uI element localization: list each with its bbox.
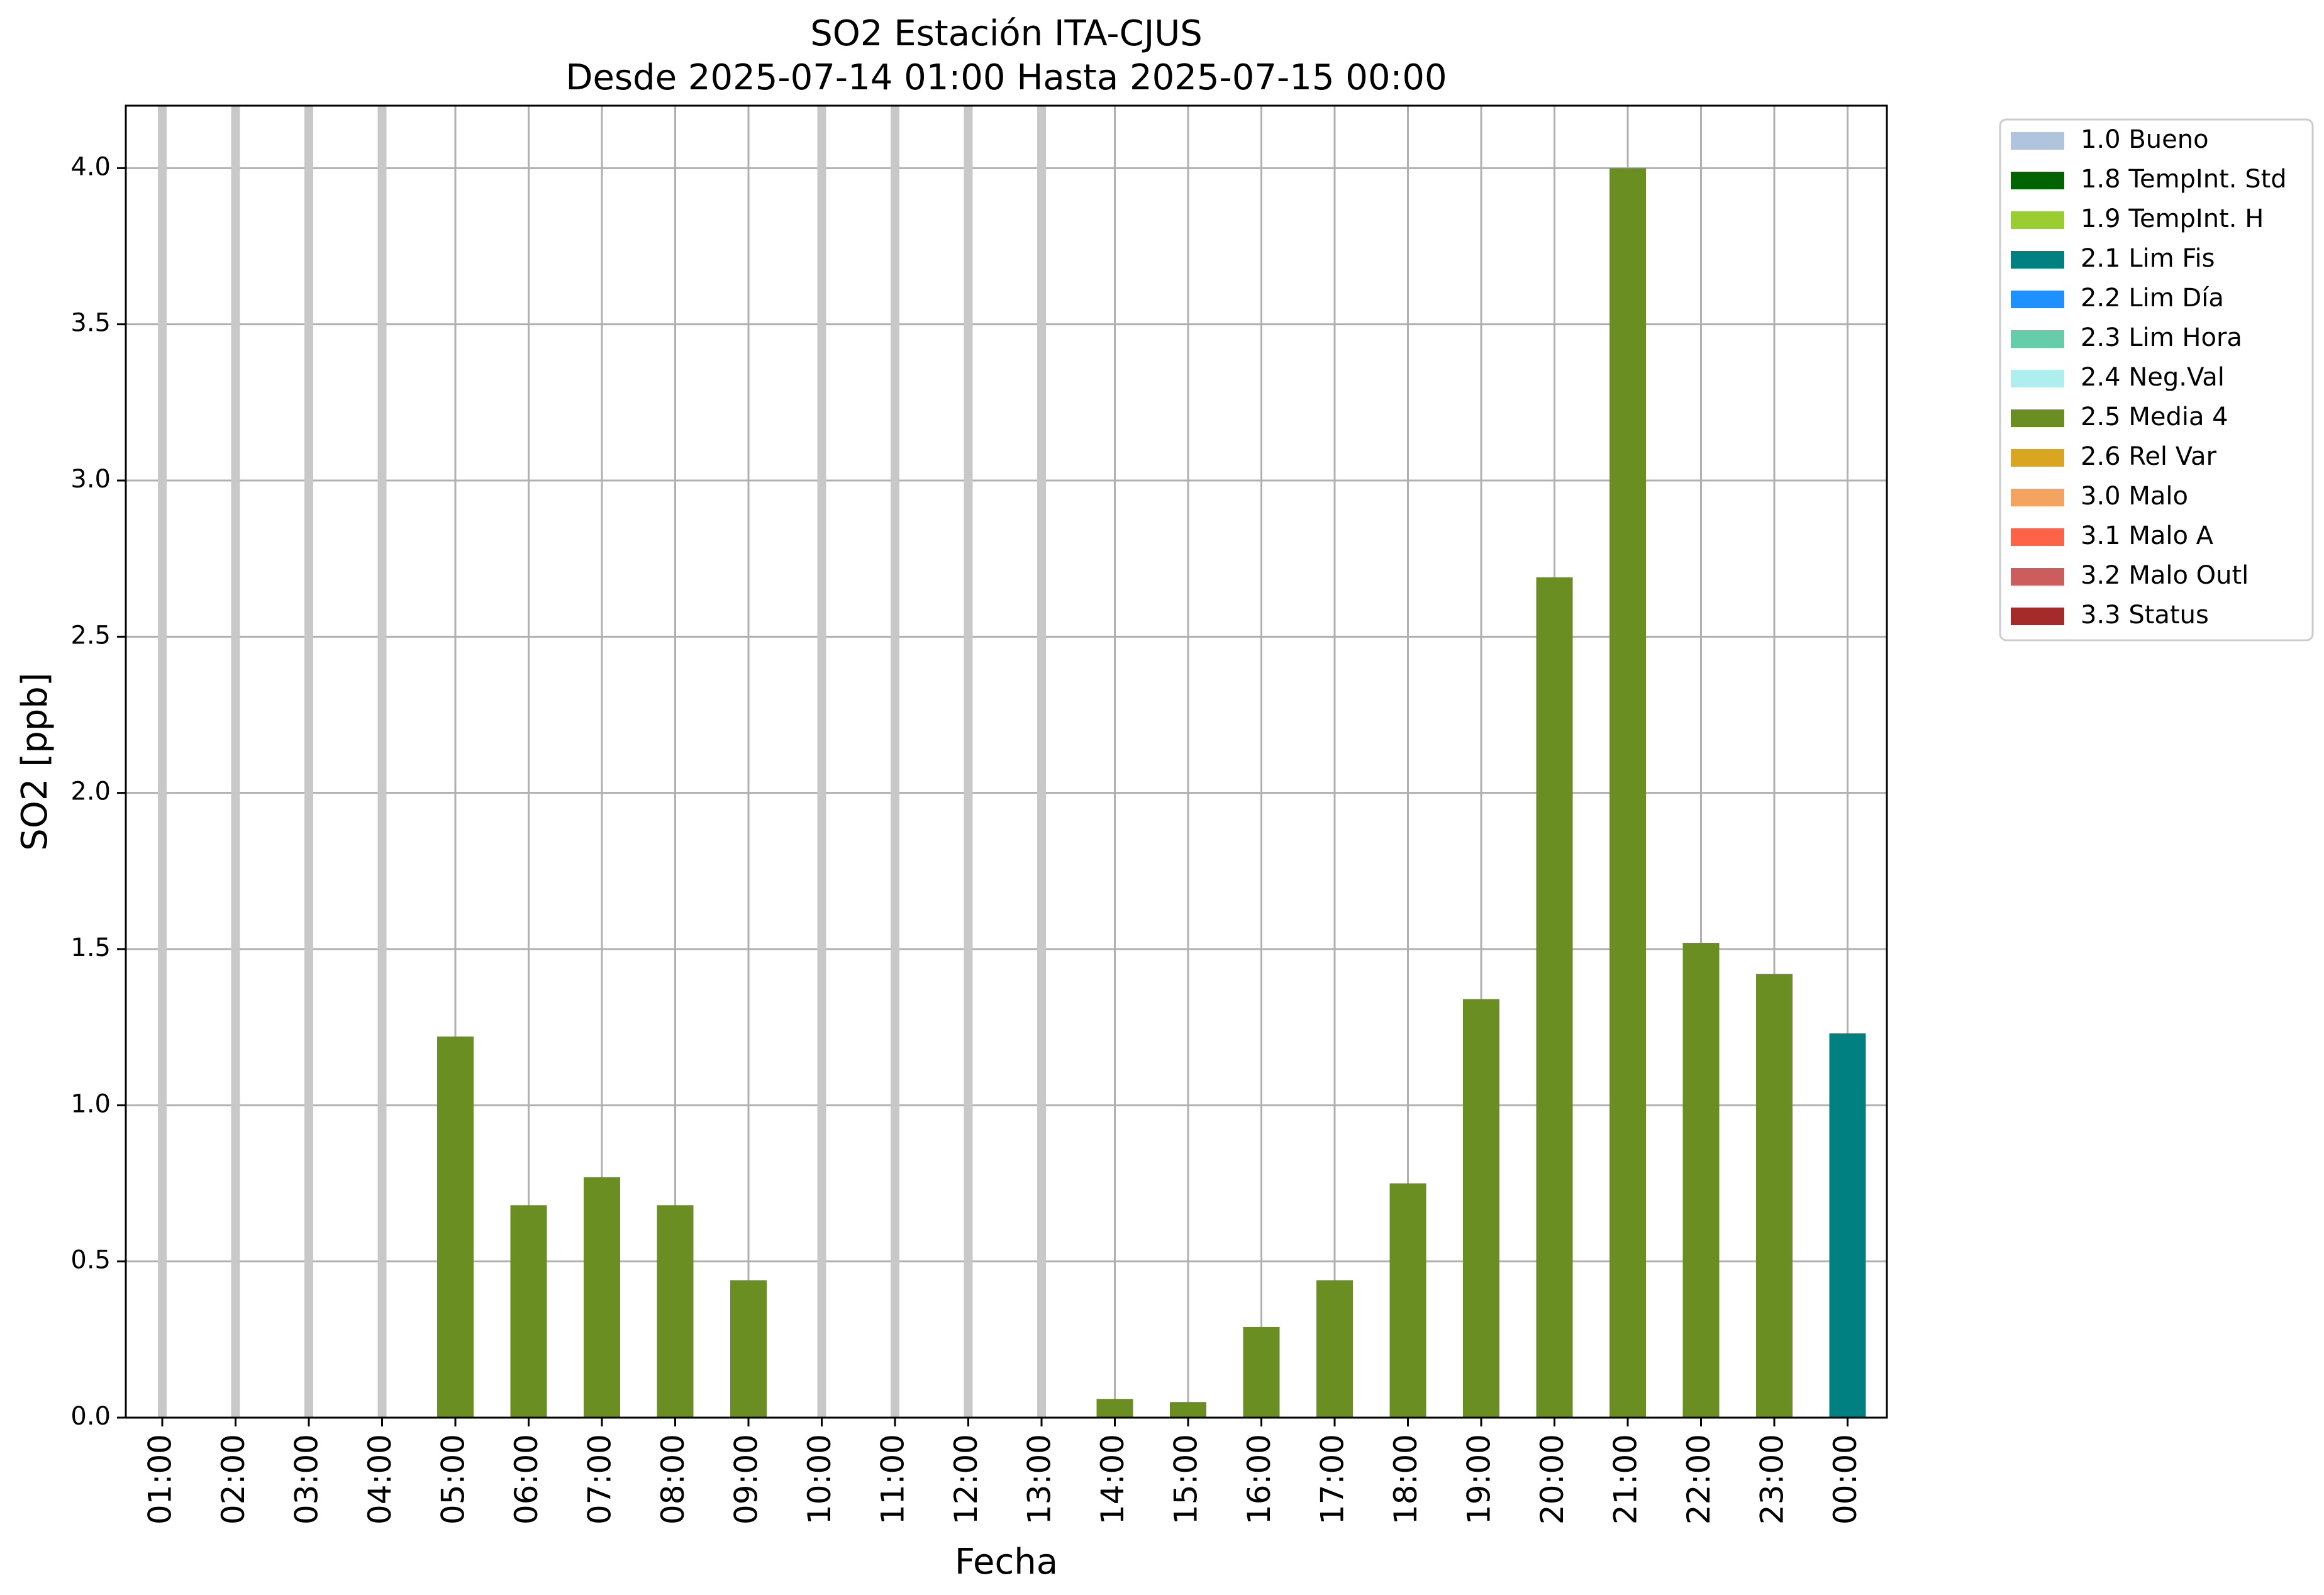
- x-tick-label: 09:00: [728, 1434, 765, 1525]
- legend-label: 2.3 Lim Hora: [2081, 323, 2242, 352]
- missing-data-marker: [231, 106, 240, 1418]
- legend-label: 2.5 Media 4: [2081, 403, 2228, 431]
- x-tick-label: 06:00: [508, 1434, 545, 1525]
- missing-data-marker: [304, 106, 313, 1418]
- y-axis-ticks: 0.0 0.5 1.0 1.5 2.0 2.5 3.0 3.5 4.0: [70, 152, 126, 1431]
- y-tick-label: 0.5: [70, 1246, 111, 1275]
- x-tick-label: 05:00: [435, 1434, 472, 1525]
- bar: [730, 1280, 767, 1418]
- bar: [1756, 974, 1793, 1418]
- bar: [1829, 1033, 1866, 1418]
- x-tick-label: 00:00: [1827, 1434, 1864, 1525]
- missing-data-marker: [891, 106, 899, 1418]
- x-tick-label: 13:00: [1021, 1434, 1058, 1525]
- missing-data-marker: [1037, 106, 1046, 1418]
- legend-label: 3.1 Malo A: [2081, 521, 2214, 550]
- missing-data-marker: [817, 106, 826, 1418]
- y-tick-label: 0.0: [70, 1402, 111, 1431]
- x-tick-label: 04:00: [362, 1434, 398, 1525]
- x-tick-label: 20:00: [1534, 1434, 1571, 1525]
- bar: [510, 1205, 547, 1418]
- bars: [437, 168, 1866, 1418]
- legend-label: 3.0 Malo: [2081, 482, 2188, 511]
- bar: [1170, 1402, 1206, 1418]
- legend-swatch: [2011, 291, 2064, 308]
- legend-swatch: [2011, 132, 2064, 150]
- chart-subtitle: Desde 2025-07-14 01:00 Hasta 2025-07-15 …: [565, 57, 1447, 98]
- bar: [437, 1036, 474, 1418]
- x-tick-label: 19:00: [1461, 1434, 1498, 1525]
- legend-swatch: [2011, 489, 2064, 506]
- bar: [1463, 999, 1499, 1418]
- legend-swatch: [2011, 449, 2064, 467]
- bar: [1389, 1183, 1426, 1418]
- y-tick-label: 3.5: [70, 309, 111, 338]
- x-tick-label: 18:00: [1387, 1434, 1424, 1525]
- x-tick-label: 02:00: [215, 1434, 252, 1525]
- missing-data-markers: [158, 106, 1046, 1418]
- missing-data-marker: [964, 106, 973, 1418]
- legend-swatch: [2011, 172, 2064, 189]
- legend-label: 1.8 TempInt. Std: [2081, 165, 2287, 194]
- bar: [1096, 1399, 1133, 1418]
- x-tick-label: 08:00: [655, 1434, 691, 1525]
- y-tick-label: 2.0: [70, 777, 111, 806]
- x-tick-label: 16:00: [1241, 1434, 1277, 1525]
- y-tick-label: 4.0: [70, 152, 111, 181]
- bar: [1243, 1326, 1280, 1418]
- plot-frame: [125, 104, 1888, 1419]
- legend-label: 2.2 Lim Día: [2081, 284, 2224, 313]
- legend-swatch: [2011, 528, 2064, 546]
- bar: [1536, 577, 1573, 1418]
- legend-label: 2.4 Neg.Val: [2081, 363, 2225, 392]
- x-axis-ticks: 01:00 02:00 03:00 04:00 05:00 06:00 07:00 08:00…: [142, 1418, 1864, 1525]
- x-tick-label: 10:00: [801, 1434, 838, 1525]
- legend-label: 1.9 TempInt. H: [2081, 204, 2264, 233]
- y-tick-label: 3.0: [70, 465, 111, 494]
- legend-swatch: [2011, 211, 2064, 229]
- x-tick-label: 21:00: [1608, 1434, 1644, 1525]
- legend-label: 2.1 Lim Fis: [2081, 244, 2215, 273]
- x-tick-label: 23:00: [1754, 1434, 1791, 1525]
- x-tick-label: 01:00: [142, 1434, 179, 1525]
- legend-label: 3.3 Status: [2081, 601, 2209, 630]
- legend-swatch: [2011, 608, 2064, 625]
- bar: [584, 1177, 620, 1418]
- bar: [1610, 168, 1646, 1418]
- legend-box: [1999, 118, 2314, 642]
- x-tick-label: 15:00: [1168, 1434, 1204, 1525]
- x-axis-label: Fecha: [955, 1542, 1058, 1582]
- x-tick-label: 22:00: [1681, 1434, 1717, 1525]
- x-tick-label: 07:00: [582, 1434, 618, 1525]
- y-tick-label: 1.0: [70, 1089, 111, 1118]
- x-tick-label: 11:00: [875, 1434, 911, 1525]
- legend: 1.0 Bueno 1.8 TempInt. Std 1.9 TempInt. H 2…: [1999, 118, 2314, 642]
- legend-swatch: [2011, 330, 2064, 348]
- x-tick-label: 14:00: [1094, 1434, 1131, 1525]
- legend-label: 1.0 Bueno: [2081, 125, 2209, 154]
- x-tick-label: 17:00: [1315, 1434, 1351, 1525]
- bar: [657, 1205, 694, 1418]
- x-tick-label: 12:00: [948, 1434, 984, 1525]
- bar: [1682, 943, 1720, 1418]
- legend-swatch: [2011, 568, 2064, 586]
- legend-swatch: [2011, 409, 2064, 427]
- y-axis-label: SO2 [ppb]: [14, 672, 55, 850]
- bar: [1316, 1280, 1353, 1418]
- legend-label: 2.6 Rel Var: [2081, 442, 2217, 471]
- legend-swatch: [2011, 370, 2064, 387]
- x-tick-label: 03:00: [289, 1434, 325, 1525]
- legend-label: 3.2 Malo Outl: [2081, 561, 2249, 590]
- y-tick-label: 2.5: [70, 621, 111, 650]
- missing-data-marker: [377, 106, 387, 1418]
- chart-title: SO2 Estación ITA-CJUS: [810, 13, 1203, 54]
- missing-data-marker: [158, 106, 167, 1418]
- y-tick-label: 1.5: [70, 933, 111, 962]
- legend-swatch: [2011, 251, 2064, 269]
